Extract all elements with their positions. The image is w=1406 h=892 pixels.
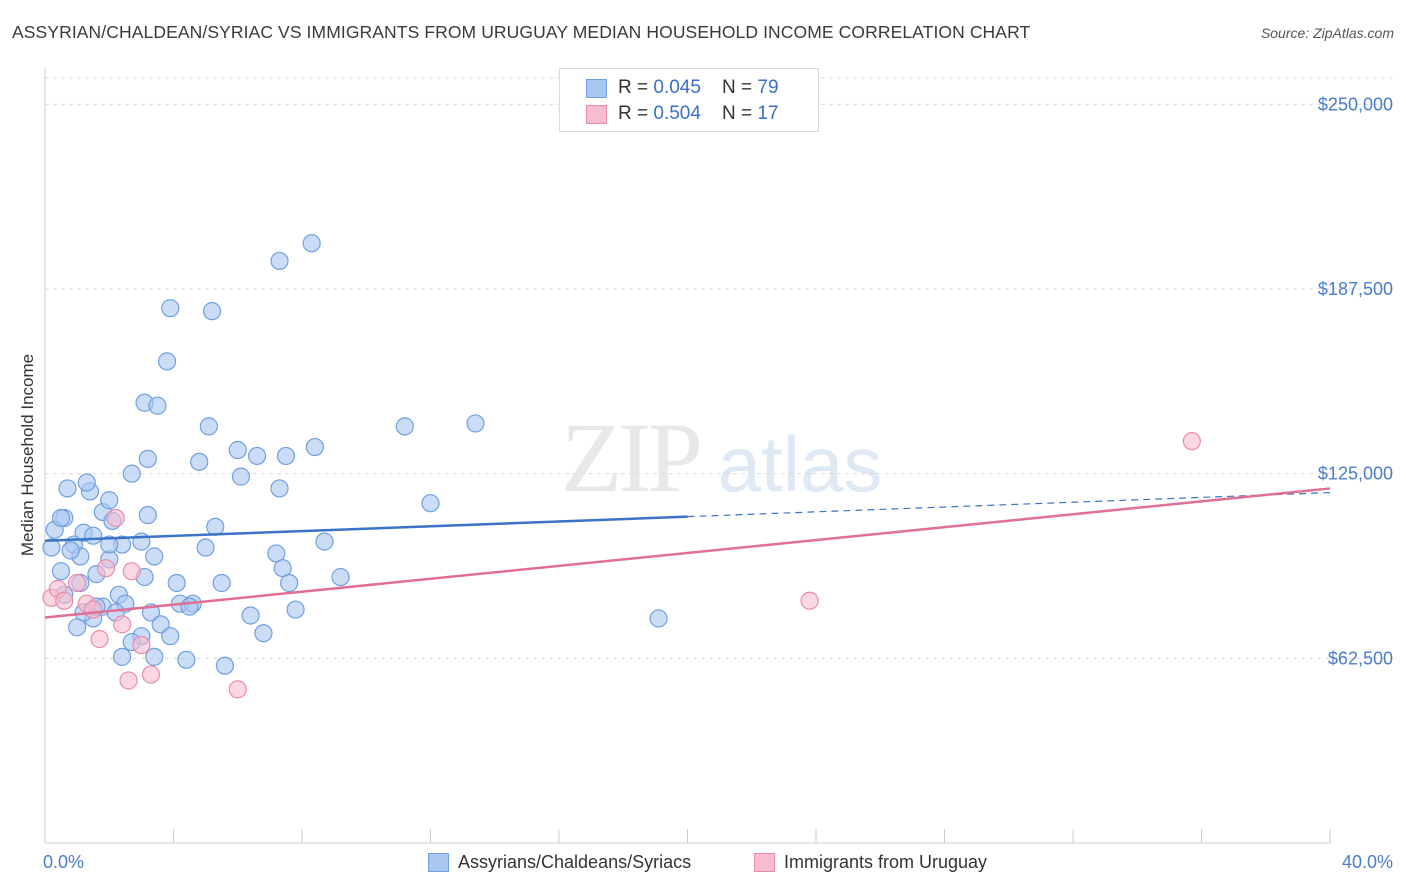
legend-swatch-pink [586,105,607,124]
uruguay-point [68,573,87,593]
assyrian-point [231,467,251,486]
assyrian-point [241,606,260,625]
uruguay-point [132,635,151,655]
assyrian-point [84,526,103,545]
assyrian-point [148,396,167,415]
assyrian-point [228,440,247,460]
assyrian-point [112,647,132,666]
assyrian-point [138,449,157,468]
assyrian-point [161,627,180,646]
assyrian-point [276,446,296,466]
watermark-zip: ZIP [561,402,699,513]
assyrian-point [466,414,485,433]
assyrian-point [196,538,215,557]
assyrian-point [215,656,234,675]
assyrian-point [302,234,321,253]
assyrian-trend-line [44,515,688,542]
y-tick-label: $62,500 [1328,648,1393,668]
assyrian-point [51,562,71,581]
chart-title: ASSYRIAN/CHALDEAN/SYRIAC VS IMMIGRANTS F… [12,22,1031,42]
uruguay-point [90,630,109,649]
assyrian-point [649,609,668,628]
legend-label-assyrian: Assyrians/Chaldeans/Syriacs [458,852,692,872]
assyrian-point [145,547,164,566]
n-label: N = [722,77,758,98]
r-label: R = [618,77,654,98]
assyrian-point [161,299,180,318]
assyrian-point [315,532,334,551]
uruguay-point [106,508,125,528]
assyrian-point [286,600,305,619]
assyrian-point [280,573,299,593]
assyrian-point [305,437,324,457]
x-tick-label-max: 40.0% [1341,852,1393,872]
r-label: R = [618,103,654,124]
uruguay-point [119,671,138,690]
assyrian-point [61,541,80,560]
x-tick-label-min: 0.0% [43,852,85,872]
uruguay-point [55,591,74,610]
r-value: 0.045 [653,77,701,98]
uruguay-point [96,559,116,578]
assyrian-point [202,302,222,321]
assyrian-point [270,251,289,271]
assyrian-point [145,647,164,666]
legend-swatch-blue [428,853,449,872]
assyrian-point [177,650,196,669]
assyrian-point [331,567,350,587]
assyrian-point [58,479,77,498]
watermark-atlas: atlas [718,420,883,508]
n-label: N = [722,103,758,124]
assyrian-point [421,494,440,513]
assyrian-point [138,505,157,525]
assyrian-point [157,352,177,371]
uruguay-point [84,600,103,619]
y-tick-label: $250,000 [1318,94,1393,114]
assyrian-point [254,624,273,643]
y-tick-label: $187,500 [1318,279,1393,299]
uruguay-point [1182,432,1201,451]
r-value: 0.504 [653,103,701,124]
assyrian-point [42,538,61,557]
uruguay-point [228,680,247,699]
n-value: 17 [757,103,779,124]
n-value: 79 [757,77,779,98]
uruguay-point [112,615,132,634]
uruguay-trend-line [44,487,1331,619]
assyrian-point [180,597,199,616]
y-tick-label: $125,000 [1318,464,1393,484]
assyrian-point [100,535,119,554]
assyrian-point [167,573,186,593]
assyrian-point [270,479,289,498]
assyrian-point [199,417,218,436]
assyrian-point [77,473,96,492]
assyrian-point [151,615,170,634]
assyrian-point [100,491,119,510]
legend-swatch-blue [586,79,607,98]
assyrian-point [206,517,225,536]
assyrian-point [51,508,71,528]
uruguay-point [141,665,161,684]
uruguay-point [800,591,819,610]
assyrian-point [190,452,209,471]
legend-label-uruguay: Immigrants from Uruguay [784,852,988,872]
assyrian-point [395,417,414,436]
uruguay-point [122,562,141,581]
assyrian-point [68,618,87,637]
assyrian-point [247,446,267,466]
legend-swatch-pink [754,853,775,872]
assyrian-point [122,464,141,483]
assyrian-point [212,573,231,593]
legend-stats: R = 0.045 N = 79 R = 0.504 N = 17 [559,68,819,132]
source-credit: Source: ZipAtlas.com [1260,25,1394,41]
